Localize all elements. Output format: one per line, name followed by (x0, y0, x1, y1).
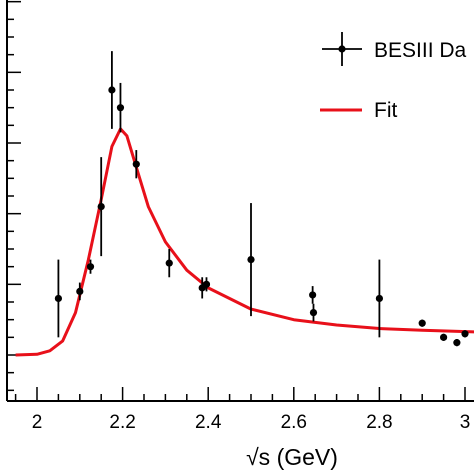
x-axis-ticks (14, 387, 466, 401)
data-point (132, 150, 140, 179)
point-marker (453, 339, 461, 347)
data-series (54, 51, 469, 347)
data-point (202, 277, 211, 292)
x-axis-label: √s (GeV) (246, 444, 338, 470)
point-marker (76, 287, 84, 295)
point-marker (116, 104, 125, 112)
point-marker (375, 294, 383, 303)
point-marker (309, 291, 317, 299)
point-marker (54, 294, 63, 303)
data-point (247, 203, 255, 317)
point-marker (309, 309, 318, 317)
point-marker (418, 319, 426, 327)
legend-entry-fit: Fit (320, 99, 397, 122)
point-marker (247, 256, 255, 264)
data-point (76, 282, 84, 301)
data-point (375, 259, 383, 338)
point-marker (461, 330, 469, 338)
legend-label-fit: Fit (374, 99, 397, 122)
data-point (309, 286, 317, 304)
x-tick-label: 2.8 (366, 412, 392, 433)
data-point (418, 319, 426, 327)
point-marker (202, 280, 211, 288)
data-point (453, 339, 461, 347)
x-tick-label: 2.6 (281, 412, 307, 433)
data-point (97, 157, 105, 257)
data-point (86, 259, 95, 274)
y-axis-ticks (7, 0, 21, 392)
point-marker (86, 263, 95, 271)
point-marker (440, 333, 448, 341)
data-point (108, 51, 116, 129)
legend-label-data: BESIII Da (374, 39, 467, 62)
legend: BESIII Da Fit (320, 32, 467, 122)
legend-entry-data: BESIII Da (322, 32, 467, 66)
x-tick-label: 2 (32, 412, 43, 433)
x-tick-label: 2.2 (109, 412, 135, 433)
data-point (440, 333, 448, 341)
x-tick-label: 3 (460, 412, 471, 433)
data-point (116, 82, 125, 133)
data-point (54, 259, 63, 338)
plot-frame (6, 0, 474, 402)
data-point (461, 330, 469, 338)
point-marker (97, 203, 105, 211)
fit-series (15, 127, 474, 357)
point-marker (132, 160, 140, 168)
x-tick-label: 2.4 (195, 412, 222, 433)
legend-marker-point (338, 45, 346, 53)
point-marker (165, 259, 173, 267)
data-point (309, 303, 318, 322)
data-point (165, 249, 173, 278)
x-axis-tick-labels: 2 2.2 2.4 2.6 2.8 3 (32, 412, 471, 433)
fit-line (15, 127, 474, 357)
point-marker (108, 86, 116, 94)
